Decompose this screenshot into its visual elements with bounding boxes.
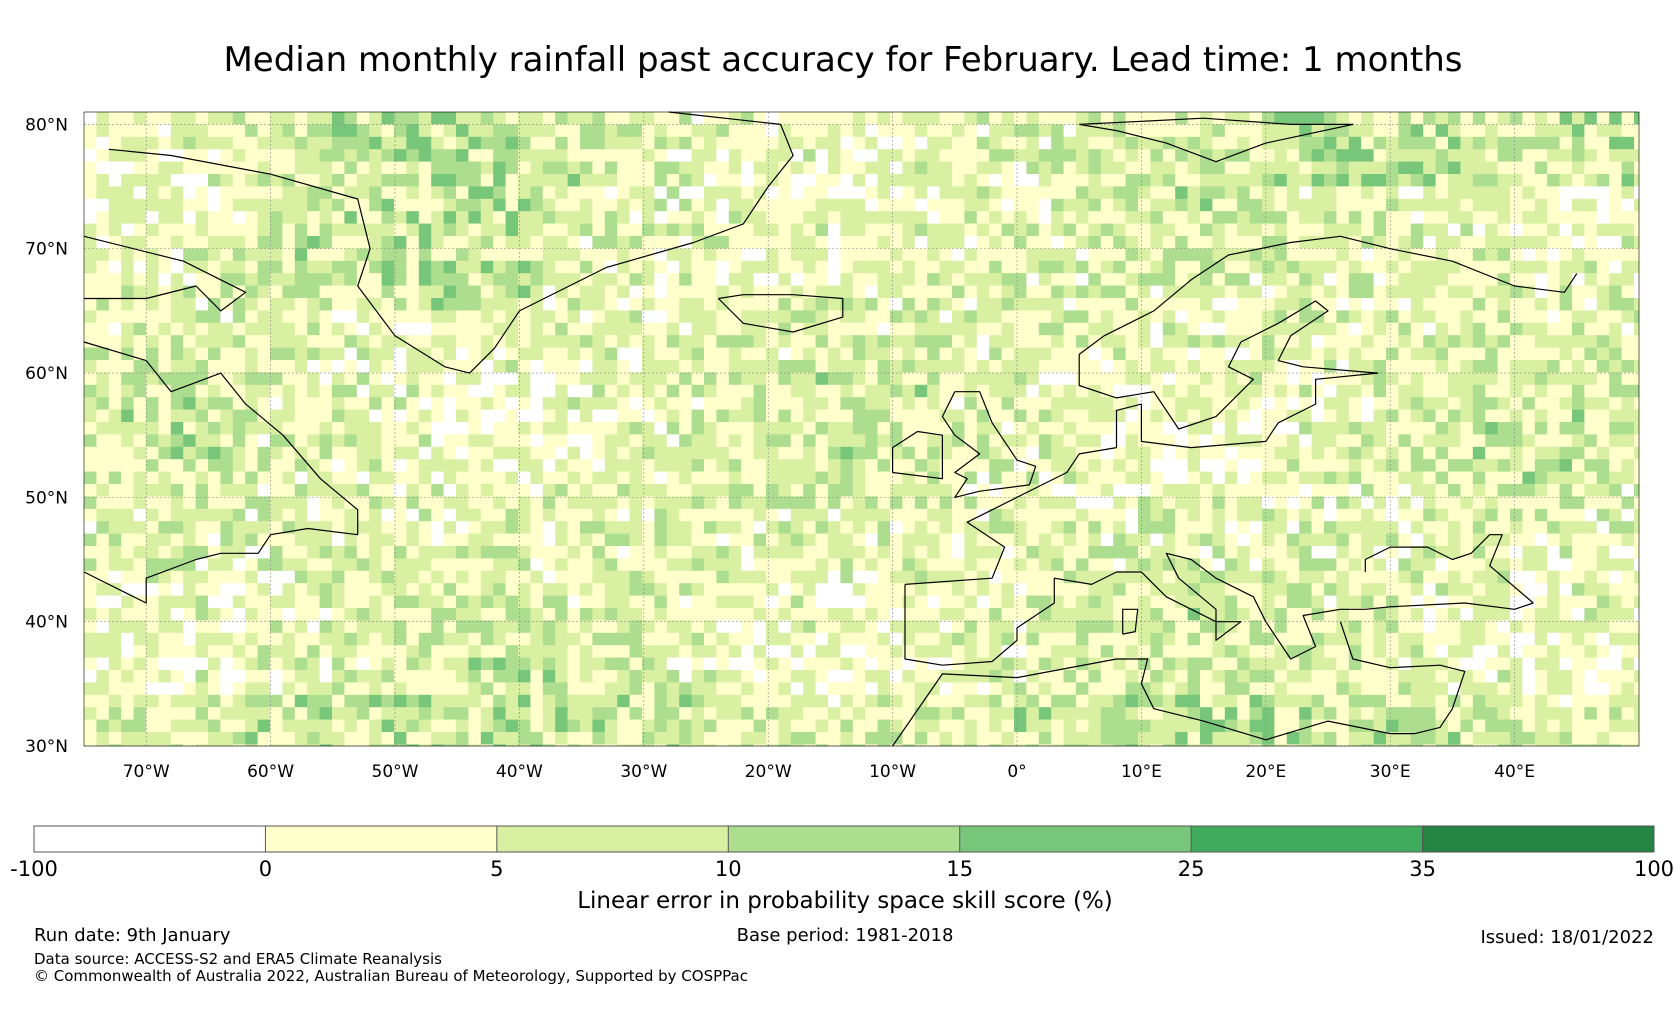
latitude-axis: 80°N 70°N 60°N 50°N 40°N 30°N [25,115,68,757]
coastline [941,391,1037,498]
colorbar-tick-label: 15 [946,857,973,881]
coastline [717,294,844,333]
colorbar: -100 0 5 10 15 25 35 100 Linear error in probab… [10,825,1674,914]
latitude-tick-label: 60°N [25,364,68,384]
latitude-tick-label: 50°N [25,488,68,508]
map-title: Median monthly rainfall past accuracy fo… [223,40,1462,80]
colorbar-bin [496,826,729,852]
colorbar-bin [959,826,1192,852]
colorbar-bin [1422,826,1655,852]
longitude-tick-label: 30°W [620,762,667,782]
coastline [83,235,247,312]
colorbar-tick-label: 5 [490,857,503,881]
longitude-tick-label: 0° [1007,762,1026,782]
run-date: Run date: 9th January [34,925,231,946]
coastline [904,552,1534,666]
longitude-tick-label: 10°E [1121,762,1162,782]
colorbar-tick-label: 100 [1634,857,1674,881]
colorbar-tick-label: 35 [1409,857,1436,881]
longitude-tick-label: 60°W [247,762,294,782]
latitude-tick-label: 70°N [25,240,68,260]
longitude-tick-label: 30°E [1370,762,1411,782]
colorbar-bin [1191,826,1424,852]
skill-score-grid [84,112,1640,747]
colorbar-bin [265,826,498,852]
coastline [1364,534,1534,604]
colorbar-tick-label: 0 [259,857,272,881]
longitude-tick-label: 40°E [1494,762,1535,782]
colorbar-tick-label: -100 [10,857,58,881]
longitude-tick-label: 20°W [745,762,792,782]
latitude-tick-label: 80°N [25,115,68,135]
colorbar-tick-label: 10 [715,857,742,881]
longitude-tick-label: 70°W [123,762,170,782]
longitude-tick-label: 40°W [496,762,543,782]
copyright: © Commonwealth of Australia 2022, Austra… [34,967,748,985]
colorbar-bin [728,826,961,852]
colorbar-label: Linear error in probability space skill … [577,888,1113,914]
coastlines [83,111,1578,747]
longitude-tick-label: 10°W [869,762,916,782]
longitude-tick-label: 20°E [1245,762,1286,782]
coastline [1079,117,1354,163]
longitude-tick-label: 50°W [372,762,419,782]
map-panel [83,111,1640,747]
base-period: Base period: 1981-2018 [736,925,954,946]
coastline [108,111,794,374]
issued-date: Issued: 18/01/2022 [1480,927,1654,948]
latitude-tick-label: 30°N [25,737,68,757]
data-source: Data source: ACCESS-S2 and ERA5 Climate … [34,950,442,968]
colorbar-bin [34,826,266,852]
colorbar-tick-label: 25 [1178,857,1205,881]
map-frame [83,111,1640,747]
coastline [892,621,1466,747]
coastline [904,235,1578,585]
coastline [83,341,359,604]
coastline [1122,608,1139,635]
longitude-axis: 70°W 60°W 50°W 40°W 30°W 20°W 10°W 0° 10°E 20°E 30… [123,762,1535,782]
coastline [892,430,943,480]
latitude-tick-label: 40°N [25,613,68,633]
